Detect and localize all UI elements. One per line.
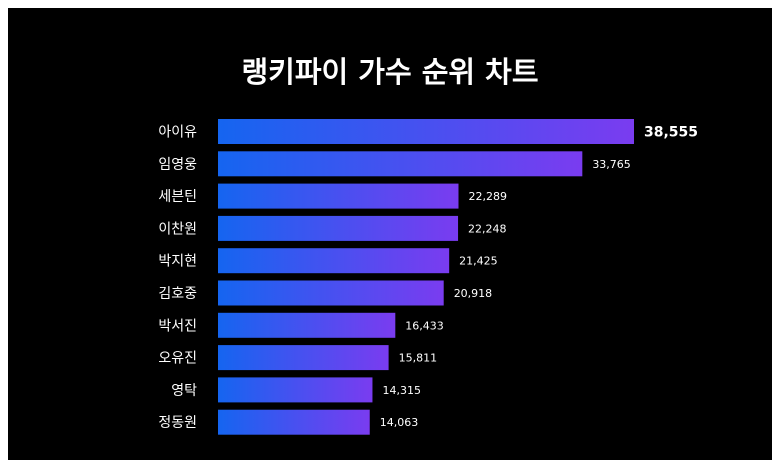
- bar: [218, 345, 389, 371]
- bar: [218, 119, 634, 144]
- value-label: 16,433: [405, 319, 444, 332]
- bar: [218, 409, 370, 435]
- category-label: 박지현: [158, 254, 197, 270]
- category-label: 김호중: [158, 286, 197, 302]
- bar: [218, 248, 450, 274]
- bar: [218, 215, 459, 241]
- bar-chart: 아이유 38,555 임영웅 33,765 세븐틴 22,289 이찬원 22,248 박지현 2…: [158, 119, 698, 435]
- chart-frame: 랭키파이 가수 순위 차트 아이유 38,555 임영웅 33,765 세븐틴 22,28…: [8, 8, 772, 460]
- bar: [218, 183, 459, 209]
- value-label: 14,315: [382, 384, 421, 397]
- value-label: 38,555: [644, 125, 698, 141]
- value-label: 20,918: [454, 287, 493, 300]
- value-label: 15,811: [399, 352, 438, 365]
- value-label: 14,063: [380, 416, 419, 429]
- category-label: 오유진: [158, 351, 197, 367]
- chart-title: 랭키파이 가수 순위 차트: [241, 55, 539, 89]
- category-label: 영탁: [171, 383, 197, 399]
- bar: [218, 151, 583, 177]
- category-label: 박서진: [158, 318, 197, 334]
- value-label: 22,248: [468, 222, 507, 235]
- bar: [218, 312, 396, 338]
- category-label: 세븐틴: [158, 189, 197, 205]
- value-label: 22,289: [468, 190, 507, 203]
- bars-layer: 아이유 38,555 임영웅 33,765 세븐틴 22,289 이찬원 22,248 박지현 2…: [158, 119, 698, 435]
- category-label: 아이유: [158, 125, 197, 141]
- category-label: 이찬원: [158, 221, 197, 237]
- bar: [218, 377, 373, 403]
- category-label: 정동원: [158, 415, 197, 431]
- bar: [218, 280, 444, 306]
- value-label: 21,425: [459, 255, 498, 268]
- value-label: 33,765: [592, 158, 631, 171]
- category-label: 임영웅: [158, 157, 197, 173]
